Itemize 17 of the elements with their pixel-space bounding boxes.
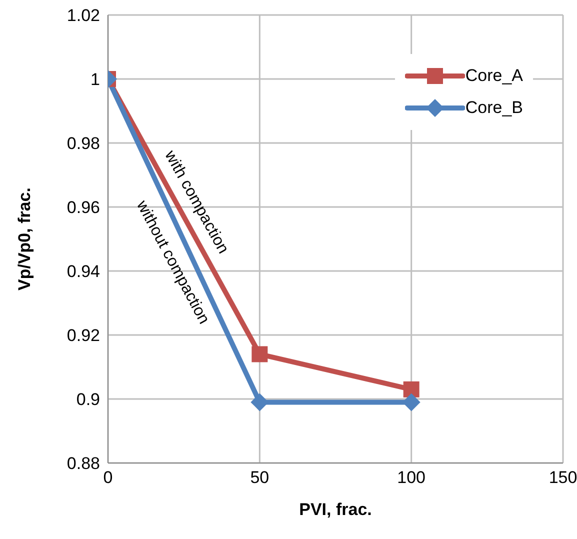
x-tick-label: 150 — [548, 468, 577, 488]
point — [403, 381, 420, 398]
y-axis-title: Vp/Vp0, frac. — [15, 188, 34, 290]
x-tick-label: 100 — [397, 468, 426, 488]
y-tick-label: 1.02 — [66, 6, 100, 26]
legend-label: Core_A — [465, 66, 523, 86]
y-tick-label: 0.88 — [66, 454, 100, 474]
y-tick-label: 0.92 — [66, 326, 100, 346]
x-tick-label: 0 — [103, 468, 113, 488]
y-tick-label: 0.9 — [76, 390, 100, 410]
x-axis-title: PVI, frac. — [299, 500, 372, 519]
y-tick-label: 0.98 — [66, 134, 100, 154]
x-tick-label: 50 — [250, 468, 270, 488]
y-tick-label: 1 — [90, 70, 100, 90]
legend-label: Core_B — [465, 98, 523, 118]
y-tick-label: 0.96 — [66, 198, 100, 218]
y-tick-label: 0.94 — [66, 262, 100, 282]
